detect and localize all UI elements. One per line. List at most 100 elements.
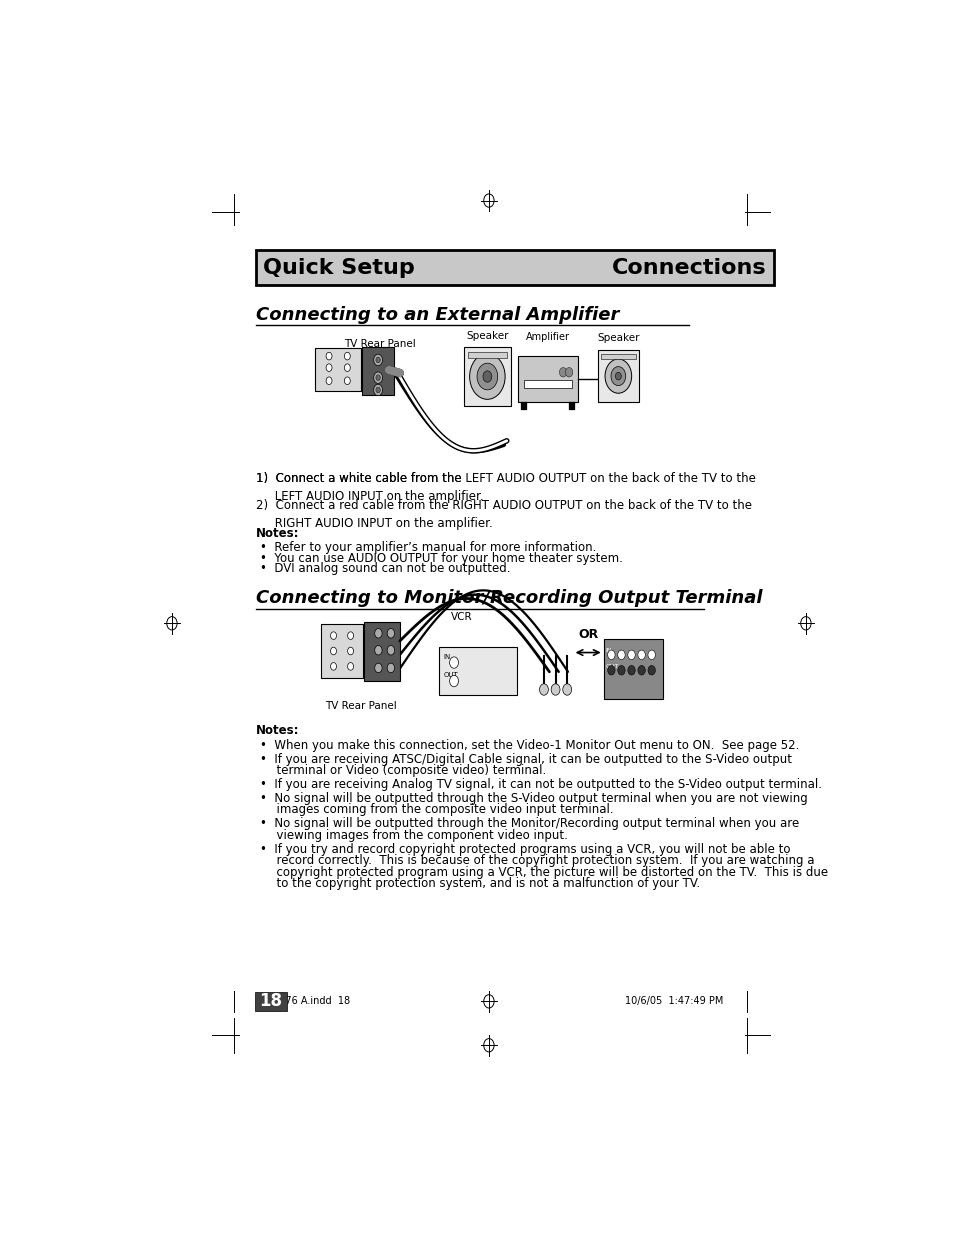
Text: 10/6/05  1:47:49 PM: 10/6/05 1:47:49 PM	[625, 997, 723, 1007]
Text: Connections: Connections	[611, 258, 765, 278]
Circle shape	[638, 666, 644, 676]
Circle shape	[347, 647, 354, 655]
Text: Connecting to an External Amplifier: Connecting to an External Amplifier	[255, 306, 618, 324]
Text: •  If you are receiving Analog TV signal, it can not be outputted to the S-Video: • If you are receiving Analog TV signal,…	[259, 778, 821, 792]
Circle shape	[647, 650, 655, 659]
Text: Quick Setup: Quick Setup	[263, 258, 415, 278]
Circle shape	[615, 372, 620, 380]
Text: record correctly.  This is because of the copyright protection system.  If you a: record correctly. This is because of the…	[269, 855, 814, 867]
Circle shape	[326, 377, 332, 384]
Circle shape	[604, 359, 631, 393]
Bar	[361, 347, 394, 395]
Text: •  If you try and record copyright protected programs using a VCR, you will not : • If you try and record copyright protec…	[259, 842, 789, 856]
Circle shape	[610, 367, 625, 385]
Text: OUT: OUT	[443, 672, 457, 678]
Circle shape	[539, 684, 548, 695]
Circle shape	[375, 387, 380, 393]
Bar	[438, 647, 517, 695]
Circle shape	[326, 364, 332, 372]
Text: images coming from the composite video input terminal.: images coming from the composite video i…	[269, 804, 614, 816]
Circle shape	[374, 372, 382, 383]
Text: IN: IN	[605, 647, 612, 652]
Bar	[255, 249, 773, 285]
Text: LCT1976 A.indd  18: LCT1976 A.indd 18	[254, 997, 350, 1007]
Text: 18: 18	[259, 993, 282, 1010]
Circle shape	[375, 374, 380, 380]
Text: Notes:: Notes:	[255, 527, 299, 540]
Text: viewing images from the component video input.: viewing images from the component video …	[269, 829, 568, 842]
Text: •  DVI analog sound can not be outputted.: • DVI analog sound can not be outputted.	[259, 562, 510, 576]
Circle shape	[607, 666, 615, 676]
Circle shape	[638, 650, 644, 659]
Circle shape	[482, 370, 492, 382]
Circle shape	[331, 647, 336, 655]
Text: •  When you make this connection, set the Video-1 Monitor Out menu to ON.  See p: • When you make this connection, set the…	[259, 739, 799, 752]
Circle shape	[374, 384, 382, 395]
Circle shape	[627, 650, 635, 659]
Circle shape	[347, 663, 354, 671]
Circle shape	[375, 629, 382, 638]
Text: •  No signal will be outputted through the Monitor/Recording output terminal whe: • No signal will be outputted through th…	[259, 818, 799, 830]
Circle shape	[344, 364, 350, 372]
Text: terminal or Video (composite video) terminal.: terminal or Video (composite video) term…	[269, 764, 546, 777]
Circle shape	[565, 368, 572, 377]
Bar	[315, 348, 360, 390]
Bar	[520, 403, 527, 410]
Bar	[524, 380, 572, 389]
Text: Notes:: Notes:	[255, 724, 299, 737]
Text: 1)  Connect a white cable from the LEFT AUDIO OUTPUT on the back of the TV to th: 1) Connect a white cable from the LEFT A…	[255, 472, 755, 503]
Text: Amplifier: Amplifier	[526, 332, 570, 342]
Text: TV Rear Panel: TV Rear Panel	[324, 701, 395, 711]
Circle shape	[387, 629, 395, 638]
Circle shape	[375, 646, 382, 655]
Circle shape	[375, 357, 380, 363]
Bar	[320, 624, 363, 678]
Circle shape	[607, 650, 615, 659]
Circle shape	[558, 368, 566, 377]
Circle shape	[375, 663, 382, 673]
Text: 2)  Connect a red cable from the RIGHT AUDIO OUTPUT on the back of the TV to the: 2) Connect a red cable from the RIGHT AU…	[255, 499, 751, 530]
Text: Connecting to Monitor/Recording Output Terminal: Connecting to Monitor/Recording Output T…	[255, 589, 761, 606]
Text: to the copyright protection system, and is not a malfunction of your TV.: to the copyright protection system, and …	[269, 877, 700, 890]
Circle shape	[476, 363, 497, 390]
Circle shape	[562, 684, 571, 695]
Text: VCR: VCR	[451, 611, 472, 621]
Circle shape	[618, 650, 624, 659]
Circle shape	[344, 377, 350, 384]
Text: •  No signal will be outputted through the S-Video output terminal when you are : • No signal will be outputted through th…	[259, 792, 806, 805]
Bar	[600, 354, 635, 359]
Bar	[467, 352, 506, 357]
Circle shape	[618, 666, 624, 676]
Circle shape	[387, 663, 395, 673]
Circle shape	[344, 352, 350, 359]
Circle shape	[449, 676, 458, 687]
Text: OUT: OUT	[605, 663, 618, 668]
Text: Speaker: Speaker	[466, 331, 508, 341]
Bar	[598, 350, 638, 403]
Circle shape	[374, 354, 382, 366]
Circle shape	[469, 353, 504, 399]
Text: Speaker: Speaker	[597, 333, 639, 343]
Bar	[364, 621, 399, 680]
Bar	[254, 992, 287, 1010]
Circle shape	[627, 666, 635, 676]
Text: OR: OR	[578, 629, 598, 641]
Bar	[464, 347, 510, 406]
Text: TV Rear Panel: TV Rear Panel	[344, 340, 416, 350]
Bar	[569, 403, 575, 410]
Circle shape	[347, 632, 354, 640]
Circle shape	[551, 684, 559, 695]
Circle shape	[331, 663, 336, 671]
Text: IN: IN	[443, 655, 450, 661]
Circle shape	[326, 352, 332, 359]
Text: •  Refer to your amplifier’s manual for more information.: • Refer to your amplifier’s manual for m…	[259, 541, 596, 555]
Text: 1)  Connect a white cable from the: 1) Connect a white cable from the	[255, 472, 465, 484]
Circle shape	[387, 646, 395, 655]
Bar	[603, 640, 662, 699]
Text: copyright protected program using a VCR, the picture will be distorted on the TV: copyright protected program using a VCR,…	[269, 866, 827, 879]
Bar	[517, 356, 578, 403]
Circle shape	[647, 666, 655, 676]
Text: •  You can use AUDIO OUTPUT for your home theater system.: • You can use AUDIO OUTPUT for your home…	[259, 552, 622, 564]
Circle shape	[449, 657, 458, 668]
Circle shape	[331, 632, 336, 640]
